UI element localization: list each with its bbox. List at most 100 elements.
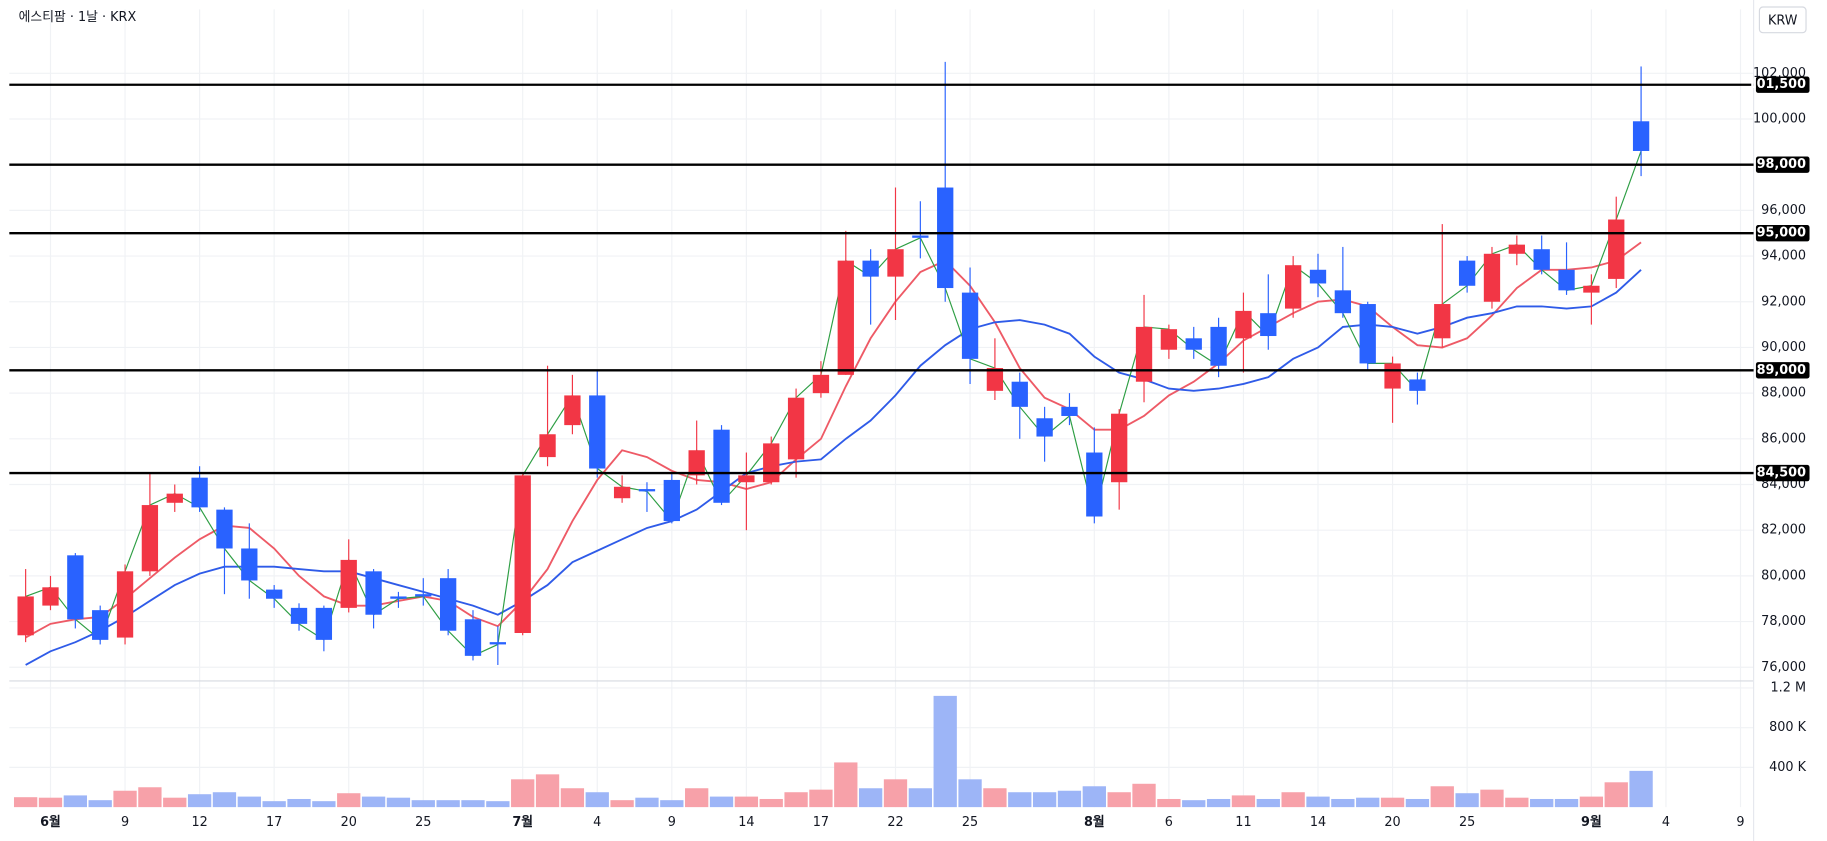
volume-bar <box>1405 798 1430 808</box>
x-tick-label: 4 <box>593 815 601 830</box>
volume-bar <box>1157 798 1181 808</box>
candle-body <box>812 374 830 394</box>
volume-bar <box>809 789 833 808</box>
volume-bar <box>1306 796 1330 808</box>
x-tick-label: 9월 <box>1581 814 1602 830</box>
candle-body <box>1210 326 1227 366</box>
volume-bar <box>1530 798 1554 808</box>
volume-bar <box>834 762 858 808</box>
volume-bar <box>312 801 336 808</box>
volume-bar <box>1281 792 1305 808</box>
candle-body <box>315 607 333 640</box>
candle-body <box>141 505 159 572</box>
volume-bar <box>63 795 87 808</box>
x-tick-label: 11 <box>1235 815 1251 830</box>
volume-bar <box>1480 789 1504 808</box>
candle-body <box>1235 310 1252 339</box>
volume-bar <box>511 779 535 808</box>
candle-body <box>663 479 680 522</box>
volume-bar <box>883 779 908 808</box>
x-tick-label: 9 <box>121 815 129 830</box>
volume-bar <box>1231 795 1256 808</box>
volume-bar <box>610 800 634 808</box>
volume-bar <box>1554 798 1579 808</box>
volume-bar <box>1132 783 1156 808</box>
candle-body <box>216 509 233 549</box>
volume-bar <box>411 800 435 808</box>
volume-bar <box>1430 786 1454 808</box>
volume-bar <box>660 800 684 808</box>
x-tick-label: 25 <box>1459 815 1475 830</box>
volume-bar <box>461 800 485 808</box>
x-tick-label: 20 <box>341 815 357 830</box>
volume-bar <box>1182 800 1206 808</box>
candle-body <box>1632 121 1650 151</box>
volume-bar <box>486 801 510 808</box>
volume-bar <box>908 788 933 808</box>
candle-body <box>166 493 183 503</box>
volume-bar <box>535 774 560 808</box>
candle-body <box>266 589 283 599</box>
candle-body <box>1359 304 1376 364</box>
candle-body <box>1284 265 1302 309</box>
volume-bar <box>560 788 585 808</box>
volume-bar <box>958 779 982 808</box>
candle-body <box>613 486 631 499</box>
candle-body <box>1309 269 1327 284</box>
volume-tick-label: 400 K <box>1769 760 1807 775</box>
candle-body <box>1260 313 1277 337</box>
candle-body <box>191 477 208 508</box>
y-tick-label: 100,000 <box>1753 111 1806 126</box>
candle-body <box>1434 304 1451 339</box>
candle-body <box>1409 379 1426 391</box>
candle-body <box>17 596 34 636</box>
volume-bar <box>933 695 957 808</box>
level-label-box <box>1755 362 1810 379</box>
candle-body <box>390 596 407 599</box>
volume-bar <box>88 800 112 808</box>
level-label: 98,000 <box>1757 157 1807 172</box>
candle-body <box>961 292 979 359</box>
y-tick-label: 96,000 <box>1761 203 1806 218</box>
candle-body <box>1160 329 1178 350</box>
volume-bar <box>187 794 212 808</box>
candle-body <box>862 260 879 277</box>
candle-body <box>1558 269 1575 291</box>
volume-bar <box>1380 797 1405 808</box>
candle-body <box>1086 452 1103 517</box>
y-tick-label: 78,000 <box>1761 614 1806 629</box>
x-tick-label: 25 <box>415 815 431 830</box>
volume-tick-label: 800 K <box>1769 720 1807 735</box>
candle-body <box>290 607 308 624</box>
candle-body <box>514 475 531 634</box>
volume-bar <box>163 797 187 808</box>
level-label: 101,500 <box>1748 77 1806 92</box>
currency-label[interactable]: KRW <box>1768 14 1798 29</box>
volume-bar <box>759 798 783 808</box>
x-tick-label: 7월 <box>512 814 533 830</box>
volume-bar <box>1256 798 1280 808</box>
volume-bar <box>1082 786 1106 808</box>
candle-body <box>67 555 84 620</box>
candle-body <box>738 475 755 483</box>
candle-body <box>42 587 59 606</box>
volume-bar <box>1604 782 1628 808</box>
x-tick-label: 8월 <box>1084 814 1105 830</box>
x-tick-label: 17 <box>266 815 282 830</box>
candle-body <box>439 578 457 631</box>
level-label: 89,000 <box>1757 363 1807 378</box>
volume-bar <box>1008 792 1032 808</box>
currency-button[interactable] <box>1758 6 1807 34</box>
volume-bar <box>361 796 386 808</box>
x-tick-label: 12 <box>191 815 207 830</box>
volume-bar <box>635 797 659 808</box>
volume-bar <box>585 792 609 808</box>
x-tick-label: 9 <box>668 815 676 830</box>
x-tick-label: 22 <box>887 815 903 830</box>
candle-body <box>837 260 854 375</box>
candle-body <box>1583 285 1600 293</box>
level-label-box <box>1755 464 1810 482</box>
y-tick-label: 80,000 <box>1761 568 1806 583</box>
candle-body <box>116 571 134 638</box>
candle-body <box>1185 338 1202 350</box>
